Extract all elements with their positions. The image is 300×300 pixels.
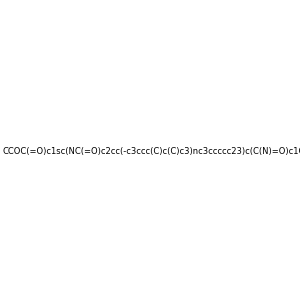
Text: CCOC(=O)c1sc(NC(=O)c2cc(-c3ccc(C)c(C)c3)nc3ccccc23)c(C(N)=O)c1C: CCOC(=O)c1sc(NC(=O)c2cc(-c3ccc(C)c(C)c3)… (3, 147, 300, 156)
